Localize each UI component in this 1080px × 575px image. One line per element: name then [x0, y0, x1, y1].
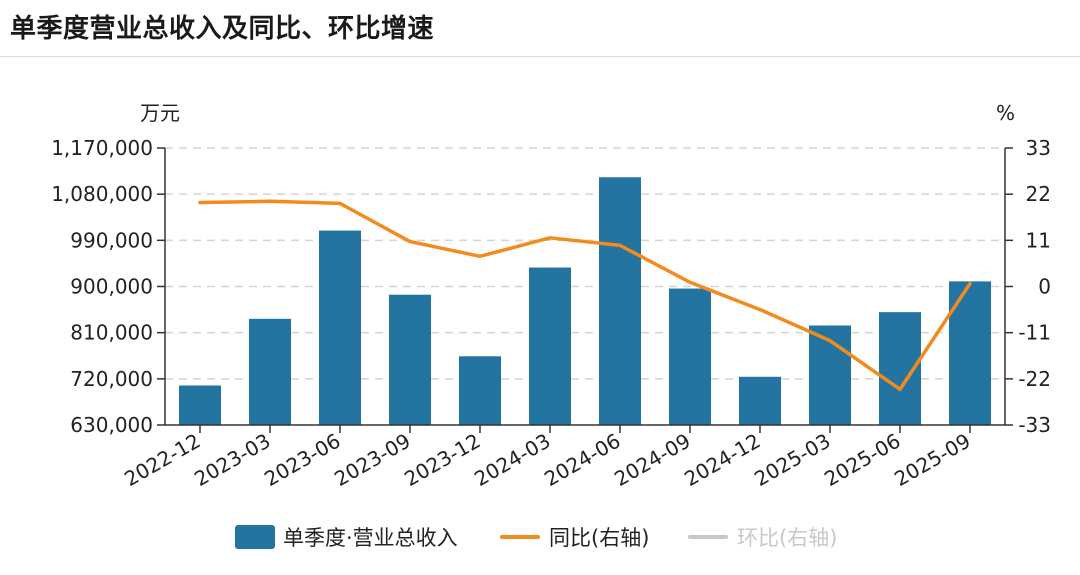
bar-2024-03[interactable] — [529, 267, 571, 425]
legend-swatch-revenue — [235, 525, 275, 549]
yoy-point-2024-09 — [688, 280, 692, 284]
bar-series — [179, 177, 991, 425]
x-tick-label: 2024-06 — [540, 429, 624, 492]
legend-label-revenue: 单季度·营业总收入 — [283, 526, 458, 550]
bar-2024-06[interactable] — [599, 177, 641, 425]
right-tick-label: -11 — [1018, 321, 1051, 345]
right-tick-label: 33 — [1026, 136, 1051, 160]
yoy-point-2024-06 — [618, 243, 622, 247]
right-tick-label: 0 — [1038, 275, 1051, 299]
bar-2023-09[interactable] — [389, 294, 431, 425]
yoy-line[interactable] — [198, 199, 972, 392]
x-tick-label: 2022-12 — [120, 429, 204, 492]
legend-label-qoq: 环比(右轴) — [737, 526, 837, 550]
x-tick-label: 2023-06 — [260, 429, 344, 492]
bar-2023-12[interactable] — [459, 356, 501, 425]
bar-2023-03[interactable] — [249, 318, 291, 425]
yoy-point-2024-12 — [758, 308, 762, 312]
left-tick-label: 810,000 — [70, 321, 153, 345]
right-tick-label: 11 — [1026, 228, 1051, 252]
x-tick-label: 2023-12 — [400, 429, 484, 492]
title-divider — [0, 56, 1080, 57]
left-tick-label: 630,000 — [70, 413, 153, 437]
yoy-point-2023-06 — [338, 201, 342, 205]
right-tick-label: 22 — [1026, 182, 1051, 206]
bar-2022-12[interactable] — [179, 385, 221, 425]
left-tick-label: 900,000 — [70, 275, 153, 299]
left-tick-label: 1,080,000 — [51, 182, 153, 206]
right-axis-unit: % — [996, 101, 1015, 125]
legend: 单季度·营业总收入 同比(右轴) 环比(右轴) — [235, 525, 837, 550]
x-tick-label: 2025-03 — [750, 429, 834, 492]
x-tick-label: 2025-09 — [890, 429, 974, 492]
legend-swatch-yoy — [500, 535, 540, 539]
x-tick-label: 2023-03 — [190, 429, 274, 492]
yoy-point-2022-12 — [198, 201, 202, 205]
gridlines — [165, 147, 1005, 380]
left-axis-unit: 万元 — [140, 101, 180, 125]
bar-2024-09[interactable] — [669, 288, 711, 425]
x-tick-label: 2024-09 — [610, 429, 694, 492]
bar-2023-06[interactable] — [319, 230, 361, 425]
legend-label-yoy: 同比(右轴) — [549, 526, 649, 550]
left-tick-label: 720,000 — [70, 367, 153, 391]
yoy-point-2025-09 — [968, 282, 972, 286]
yoy-point-2024-03 — [548, 236, 552, 240]
yoy-point-2023-09 — [408, 240, 412, 244]
x-tick-label: 2025-06 — [820, 429, 904, 492]
left-tick-label: 1,170,000 — [51, 136, 153, 160]
bar-2024-12[interactable] — [739, 376, 781, 425]
left-tick-label: 990,000 — [70, 228, 153, 252]
legend-swatch-qoq — [688, 535, 728, 539]
right-tick-label: -22 — [1018, 367, 1051, 391]
x-tick-label: 2023-09 — [330, 429, 414, 492]
yoy-point-2023-12 — [478, 254, 482, 258]
legend-item-revenue[interactable]: 单季度·营业总收入 — [235, 525, 458, 550]
chart-title: 单季度营业总收入及同比、环比增速 — [10, 14, 435, 44]
yoy-point-2025-06 — [898, 387, 902, 391]
x-tick-label: 2024-12 — [680, 429, 764, 492]
yoy-point-2025-03 — [828, 339, 832, 343]
x-tick-label: 2024-03 — [470, 429, 554, 492]
right-tick-label: -33 — [1018, 413, 1051, 437]
yoy-point-2023-03 — [268, 199, 272, 203]
legend-item-yoy[interactable]: 同比(右轴) — [500, 526, 649, 550]
yoy-line-series — [198, 199, 972, 392]
legend-item-qoq[interactable]: 环比(右轴) — [688, 526, 837, 550]
